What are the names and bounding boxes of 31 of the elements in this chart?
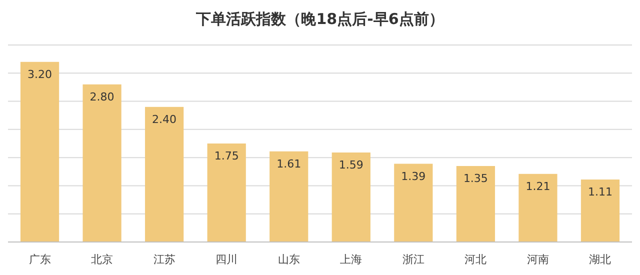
data-label: 1.39 [401, 170, 426, 183]
bar [82, 84, 122, 242]
x-tick-label: 四川 [216, 253, 238, 266]
bar [580, 180, 620, 242]
x-tick-label: 河北 [464, 253, 487, 266]
x-tick-label: 北京 [91, 253, 114, 266]
data-label: 3.20 [28, 68, 52, 81]
x-tick-label: 浙江 [402, 253, 424, 266]
data-label: 1.35 [463, 172, 488, 186]
data-label: 1.59 [338, 158, 364, 172]
bar [20, 62, 60, 242]
data-label: 1.61 [276, 157, 302, 170]
data-label: 1.75 [214, 150, 239, 162]
bar [456, 166, 495, 242]
bar [394, 164, 433, 242]
x-tick-label: 山东 [278, 253, 300, 266]
x-tick-label: 江苏 [153, 253, 176, 266]
chart-title: 下单活跃指数（晚18点后-早6点前） [195, 10, 444, 28]
x-tick-label: 河南 [526, 253, 549, 266]
data-label: 2.40 [152, 112, 177, 126]
bar [518, 174, 558, 242]
data-label: 2.80 [90, 90, 114, 104]
bar [332, 152, 370, 242]
bar [270, 151, 308, 242]
x-tick-label: 广东 [28, 253, 51, 266]
data-label: 1.21 [526, 180, 550, 193]
x-tick-label: 上海 [340, 253, 362, 266]
data-label: 1.11 [588, 186, 612, 199]
x-tick-label: 湖北 [589, 253, 612, 266]
bar [207, 144, 246, 242]
bar [145, 106, 184, 242]
